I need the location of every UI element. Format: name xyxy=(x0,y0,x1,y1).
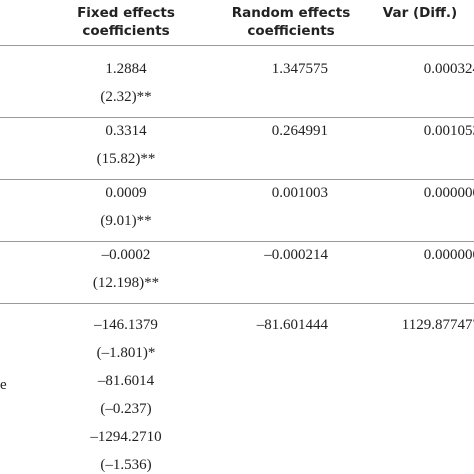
fixed-coef: (12.198)** xyxy=(92,275,160,291)
header-rule xyxy=(0,45,474,46)
fixed-coef: –1294.2710 xyxy=(90,429,162,445)
random-coef: –0.000214 xyxy=(264,247,328,263)
column-header: Fixed effects coefficients xyxy=(77,5,175,39)
fixed-coef: (2.32)** xyxy=(100,89,152,105)
fixed-coef: –0.0002 xyxy=(101,247,151,263)
row-rule xyxy=(0,303,474,304)
fixed-coef: 0.0009 xyxy=(105,185,147,201)
fixed-coef: (–0.237) xyxy=(100,401,152,417)
row-rule xyxy=(0,117,474,118)
random-coef: –81.601444 xyxy=(256,317,328,333)
fixed-coef: 1.2884 xyxy=(105,61,147,77)
column-header: Random effects coefficients xyxy=(231,5,351,39)
fixed-coef: –146.1379 xyxy=(94,317,158,333)
fixed-coef: –81.6014 xyxy=(97,373,155,389)
random-coef: 0.001003 xyxy=(271,185,328,201)
row-label: e xyxy=(0,377,7,393)
fixed-coef: (–1.801)* xyxy=(96,345,156,361)
fixed-coef: (15.82)** xyxy=(96,151,156,167)
fixed-coef: (–1.536) xyxy=(100,457,152,473)
random-coef: 0.264991 xyxy=(271,123,328,139)
row-rule xyxy=(0,179,474,180)
var-diff: 0.000324 xyxy=(423,61,474,77)
column-header: Var (Diff.) xyxy=(382,5,458,21)
fixed-coef: 0.3314 xyxy=(105,123,147,139)
var-diff: 0.000000 xyxy=(423,185,474,201)
random-coef: 1.347575 xyxy=(271,61,328,77)
fixed-coef: (9.01)** xyxy=(100,213,152,229)
var-diff: 0.001053 xyxy=(423,123,474,139)
var-diff: 0.000000 xyxy=(423,247,474,263)
var-diff: 1129.877477 xyxy=(401,317,474,333)
row-rule xyxy=(0,241,474,242)
